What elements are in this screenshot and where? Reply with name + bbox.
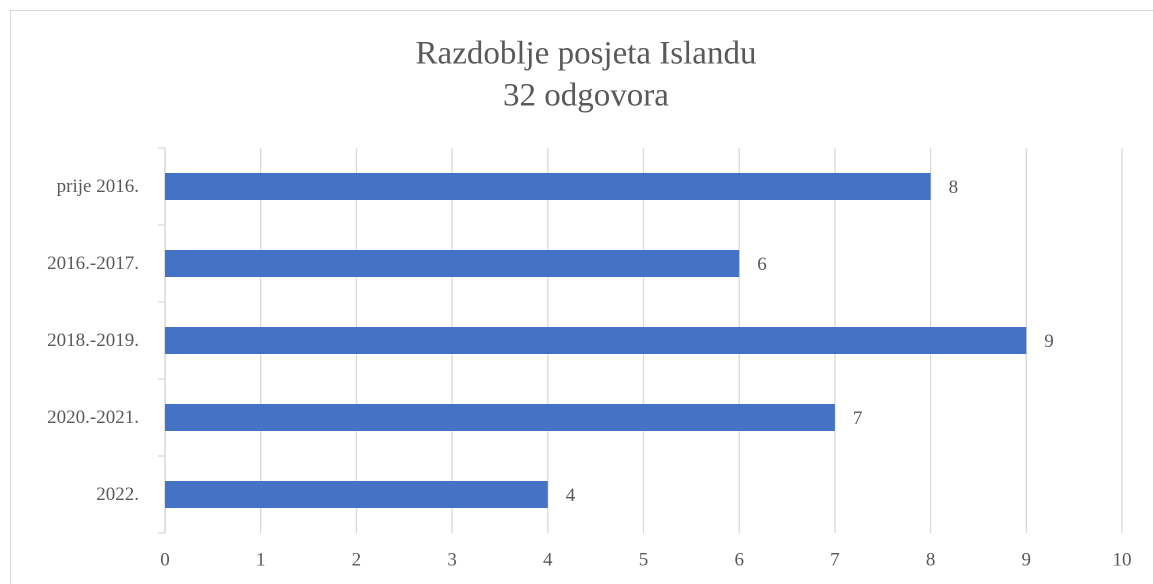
chart-subtitle: 32 odgovora <box>503 78 669 114</box>
data-label: 8 <box>949 177 959 198</box>
x-tick-label: 1 <box>256 549 266 570</box>
data-label: 6 <box>757 254 767 275</box>
x-tick-label: 4 <box>543 549 553 570</box>
bar <box>165 327 1027 354</box>
chart-title: Razdoblje posjeta Islandu <box>416 36 757 72</box>
bar <box>165 481 548 508</box>
x-tick-label: 10 <box>1113 549 1132 570</box>
x-tick-label: 2 <box>352 549 362 570</box>
x-tick-label: 7 <box>830 549 840 570</box>
y-tick-label: 2016.-2017. <box>47 253 139 274</box>
data-label: 9 <box>1044 331 1054 352</box>
bar <box>165 250 740 277</box>
y-tick-label: 2018.-2019. <box>47 330 139 351</box>
x-tick-label: 0 <box>160 549 170 570</box>
x-tick-label: 3 <box>447 549 457 570</box>
x-tick-label: 8 <box>926 549 936 570</box>
y-tick-label: 2022. <box>96 484 139 505</box>
y-tick-label: prije 2016. <box>57 176 139 197</box>
bar <box>165 404 835 431</box>
x-tick-label: 9 <box>1022 549 1032 570</box>
data-label: 7 <box>853 408 863 429</box>
y-tick-label: 2020.-2021. <box>47 407 139 428</box>
x-tick-label: 5 <box>639 549 649 570</box>
x-tick-label: 6 <box>734 549 744 570</box>
data-label: 4 <box>566 485 576 506</box>
bar <box>165 173 931 200</box>
